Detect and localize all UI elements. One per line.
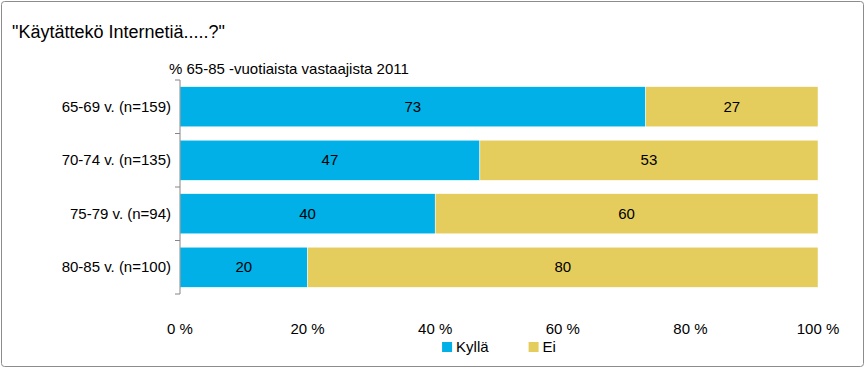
data-label: 53 — [641, 151, 658, 168]
legend-swatch — [529, 342, 539, 352]
tick-label: 60 % — [546, 320, 580, 337]
bar-segment — [480, 140, 818, 180]
data-label: 80 — [554, 258, 571, 275]
tick-label: 0 % — [167, 320, 193, 337]
bar-segment — [308, 247, 818, 287]
data-labels: 73 27 47 53 40 60 20 80 — [235, 98, 740, 276]
category-separator — [175, 187, 180, 188]
bar-segment — [180, 87, 646, 127]
data-label: 73 — [405, 98, 422, 115]
chart-frame — [2, 2, 864, 367]
title: "Käytättekö Internetiä.....?" — [12, 22, 225, 42]
bar-segment — [180, 247, 308, 287]
tick-label: 100 % — [797, 320, 840, 337]
category-label: 75-79 v. (n=94) — [70, 205, 171, 222]
subtitle: % 65-85 -vuotiaista vastaajista 2011 — [169, 60, 409, 77]
category-label: 70-74 v. (n=135) — [62, 151, 171, 168]
data-label: 27 — [724, 98, 741, 115]
category-label: 65-69 v. (n=159) — [62, 98, 171, 115]
legend-label: Kyllä — [456, 338, 489, 355]
bar-segment — [435, 194, 818, 234]
data-label: 40 — [299, 205, 316, 222]
category-axis: 65-69 v. (n=159) 70-74 v. (n=135) 75-79 v.… — [62, 80, 180, 294]
bar-segment — [646, 87, 818, 127]
data-label: 47 — [322, 151, 339, 168]
tick-label: 80 % — [673, 320, 707, 337]
legend: Kyllä Ei — [442, 338, 556, 355]
bar-segment — [180, 140, 480, 180]
category-separator — [175, 133, 180, 134]
tick-label: 40 % — [418, 320, 452, 337]
data-label: 60 — [618, 205, 635, 222]
bar-segment — [180, 194, 435, 234]
value-axis: 0 % 20 % 40 % 60 % 80 % 100 % — [167, 294, 839, 337]
category-separator — [175, 240, 180, 241]
legend-swatch — [442, 342, 452, 352]
tick-label: 20 % — [290, 320, 324, 337]
data-label: 20 — [235, 258, 252, 275]
chart: "Käytättekö Internetiä.....?" % 65-85 -vu… — [0, 0, 865, 368]
bars — [180, 87, 818, 288]
category-separator — [175, 294, 180, 295]
legend-label: Ei — [543, 338, 556, 355]
category-label: 80-85 v. (n=100) — [62, 258, 171, 275]
category-separator — [175, 80, 180, 81]
